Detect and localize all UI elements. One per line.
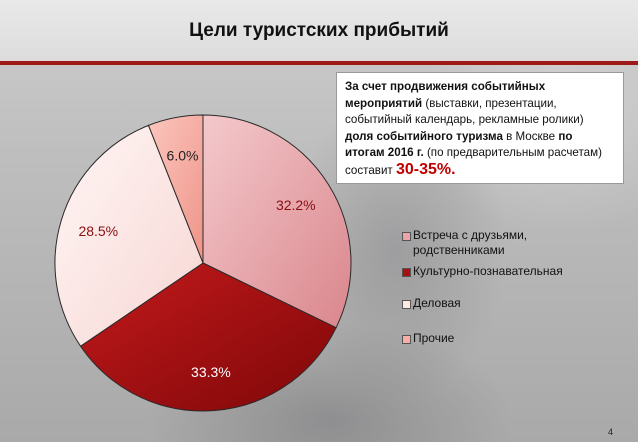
pie-slice xyxy=(79,262,337,412)
legend-label: Культурно-познавательная xyxy=(413,264,563,278)
legend-label: Деловая xyxy=(413,296,461,310)
pie-data-label: 6.0% xyxy=(167,147,199,163)
slide-title: Цели туристских прибытий xyxy=(189,20,449,41)
pie-data-label: 32.2% xyxy=(276,197,316,213)
legend-swatch xyxy=(402,268,411,277)
callout-text-6: (по предварительным расчетам) составит xyxy=(345,146,602,177)
header-band xyxy=(0,0,638,62)
pie-slice xyxy=(147,114,204,264)
callout-text-2: (выставки, презентации, событийный кален… xyxy=(345,96,584,127)
legend-swatch xyxy=(402,335,411,344)
callout-text-3: доля событийного туризма xyxy=(345,129,503,143)
pie-slice xyxy=(202,114,352,329)
legend-label: Прочие xyxy=(413,331,455,345)
callout-text-4: в Москве xyxy=(502,129,559,143)
pie-slice xyxy=(54,124,204,347)
callout-highlight: 30-35%. xyxy=(395,160,456,178)
legend-label: Встреча с друзьями, родственниками xyxy=(413,228,528,257)
title-divider xyxy=(0,61,638,65)
pie-data-label: 28.5% xyxy=(78,223,118,239)
info-callout: За счет продвижения событийных мероприят… xyxy=(336,72,624,184)
page-number: 4 xyxy=(608,427,614,437)
callout-text-5: по итогам 2016 г. xyxy=(345,129,573,160)
callout-text-1: За счет продвижения событийных мероприят… xyxy=(345,80,546,110)
pie-data-label: 33.3% xyxy=(191,364,231,380)
legend-swatch xyxy=(402,300,411,309)
legend-swatch xyxy=(402,232,411,241)
